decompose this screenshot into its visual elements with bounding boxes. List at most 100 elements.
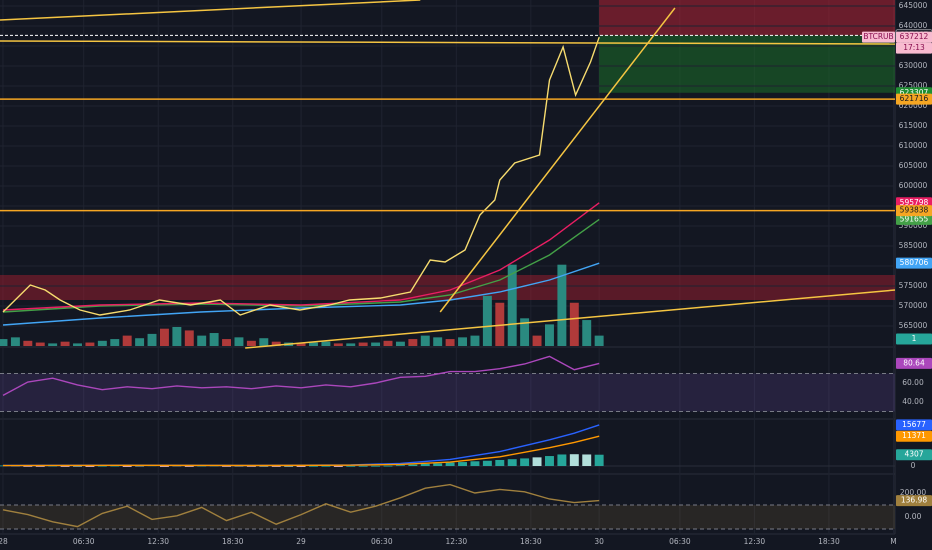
x-tick-label: 18:30 (520, 537, 542, 546)
value-tag: 136.98 (901, 496, 927, 505)
trend-line (0, 0, 421, 21)
bar (135, 338, 145, 346)
bar (532, 335, 542, 346)
bar (97, 340, 107, 346)
bar (470, 335, 480, 346)
bar (458, 462, 467, 466)
value-tag-box (896, 430, 932, 442)
bar (296, 465, 306, 467)
bar (495, 459, 505, 466)
bar (48, 343, 58, 346)
x-tick-label: 29 (296, 537, 306, 546)
y-tick-label: 590000 (899, 221, 928, 230)
bar (73, 343, 82, 346)
bar (321, 465, 331, 467)
bar (271, 341, 281, 346)
bar (60, 465, 70, 467)
series-line (2, 36, 600, 316)
value-tag: 580706 (900, 258, 929, 267)
y-tick-label: 0 (911, 461, 916, 470)
zone (599, 0, 895, 36)
bar (222, 465, 232, 467)
zone (0, 275, 895, 300)
value-tag: 11371 (902, 431, 926, 440)
bar (246, 465, 256, 467)
bar (395, 341, 405, 346)
bar (23, 465, 33, 467)
bar (85, 465, 95, 467)
x-tick-label: 30 (594, 537, 604, 546)
bar (569, 454, 579, 466)
band (0, 373, 895, 412)
bar (408, 464, 418, 466)
x-tick-label: 12:30 (744, 537, 766, 546)
bar (557, 454, 567, 466)
bar (209, 333, 219, 346)
series-line (2, 483, 600, 528)
bar (147, 333, 157, 346)
bar (23, 340, 33, 346)
y-tick-label: 0.00 (905, 512, 922, 521)
series-line (2, 262, 600, 326)
level-tag: 593838 (900, 206, 929, 215)
value-tag: 595798 (900, 198, 929, 207)
bar (582, 454, 592, 466)
trend-line (245, 289, 896, 349)
bar (110, 465, 120, 467)
y-tick-label: 625000 (899, 81, 928, 90)
y-tick-label: 605000 (899, 161, 928, 170)
countdown: 17:13 (903, 43, 925, 52)
bar (371, 465, 381, 467)
bar (110, 339, 120, 346)
bar (582, 320, 592, 346)
x-tick-label: 12:30 (147, 537, 169, 546)
value-tag: 4307 (904, 450, 923, 459)
x-tick-label: 06:30 (371, 537, 393, 546)
x-tick-label: 18:30 (222, 537, 244, 546)
bar (184, 465, 194, 467)
symbol-tag: BTCRUB (863, 32, 893, 41)
bar (458, 337, 467, 346)
bar (259, 465, 269, 467)
value-tag-box (896, 449, 932, 461)
y-tick-label: 570000 (899, 301, 928, 310)
bar (85, 342, 95, 346)
bar (35, 342, 45, 346)
y-tick-label: 620000 (899, 101, 928, 110)
value-tag: 591655 (900, 214, 929, 223)
level-tag-box (896, 205, 932, 217)
bar (159, 465, 169, 467)
y-tick-label: 600000 (899, 181, 928, 190)
bar (544, 456, 554, 466)
bar (520, 318, 530, 346)
bar (470, 461, 480, 466)
bar (309, 342, 318, 346)
bar (495, 302, 505, 346)
bar (296, 343, 306, 346)
bar (197, 465, 207, 467)
bar (333, 465, 343, 467)
bar (532, 457, 542, 466)
bar (433, 337, 443, 346)
countdown-box (896, 42, 932, 54)
series-line (2, 218, 600, 313)
bar (122, 335, 132, 346)
symbol-tag-box (862, 31, 895, 43)
x-tick-label: 06:30 (669, 537, 691, 546)
y-tick-label: 575000 (899, 281, 928, 290)
bar (507, 459, 517, 466)
bar (445, 462, 455, 466)
bar (234, 465, 244, 467)
bar (97, 465, 107, 467)
y-tick-label: 640000 (899, 21, 928, 30)
zone-tag: 623307 (900, 88, 929, 97)
bar (569, 302, 579, 346)
bar (309, 465, 318, 467)
bar (159, 328, 169, 346)
bar (172, 326, 182, 346)
bar (408, 339, 418, 346)
band (0, 505, 895, 530)
bar (383, 465, 393, 467)
y-tick-label: 630000 (899, 61, 928, 70)
bar (73, 465, 82, 467)
